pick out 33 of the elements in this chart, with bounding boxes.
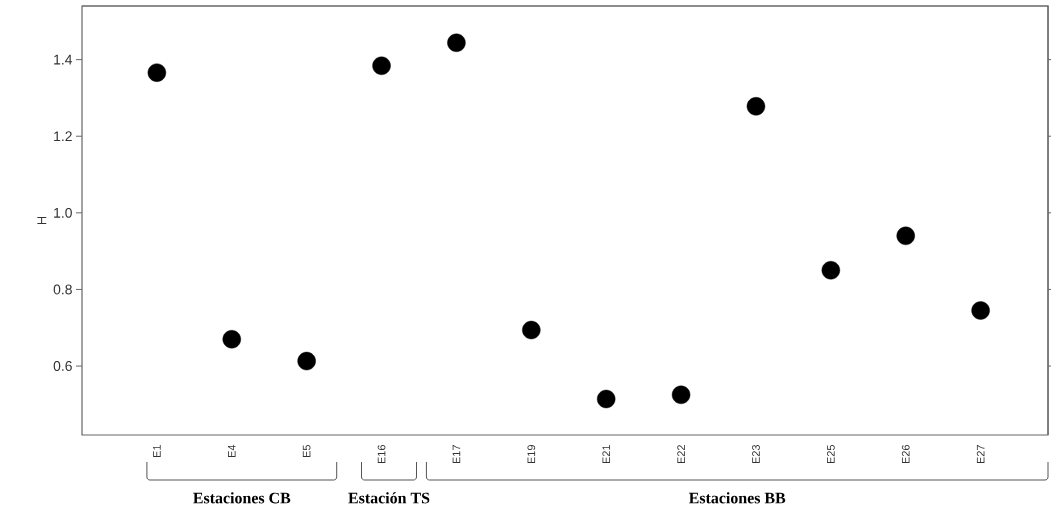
point — [821, 261, 841, 280]
x-tick-label: E19 — [527, 445, 536, 464]
point — [671, 385, 691, 404]
x-tick-label: E27 — [976, 445, 985, 464]
y-axis-title: H — [37, 216, 47, 225]
point — [222, 330, 241, 349]
x-tick-label: E22 — [677, 445, 685, 464]
point — [896, 226, 915, 246]
point — [746, 97, 766, 116]
point — [297, 351, 316, 371]
point — [596, 389, 616, 409]
point — [522, 320, 541, 340]
y-tick-label: 1.0 — [54, 207, 72, 218]
y-tick-label: 1.2 — [54, 131, 72, 142]
x-tick-label: E25 — [826, 444, 835, 464]
x-tick-label: E17 — [452, 445, 461, 464]
x-tick-label: E16 — [377, 445, 386, 464]
text: Estaciones CB — [193, 492, 291, 504]
x-tick-label: E1 — [153, 445, 161, 458]
x-tick-label: E21 — [602, 445, 611, 464]
x-tick-label: E4 — [228, 444, 236, 458]
point — [147, 63, 167, 82]
text: Estación TS — [348, 492, 430, 504]
point — [372, 56, 391, 75]
y-tick-label: 0.8 — [53, 284, 72, 295]
point — [971, 301, 990, 320]
x-tick-label: E5 — [302, 444, 311, 458]
point — [447, 33, 466, 52]
text: Estaciones BB — [688, 492, 786, 504]
y-tick-label: 1.4 — [54, 54, 73, 65]
x-tick-label: E23 — [752, 445, 760, 464]
x-tick-label: E26 — [901, 445, 910, 464]
y-tick-label: 0.6 — [53, 361, 72, 371]
